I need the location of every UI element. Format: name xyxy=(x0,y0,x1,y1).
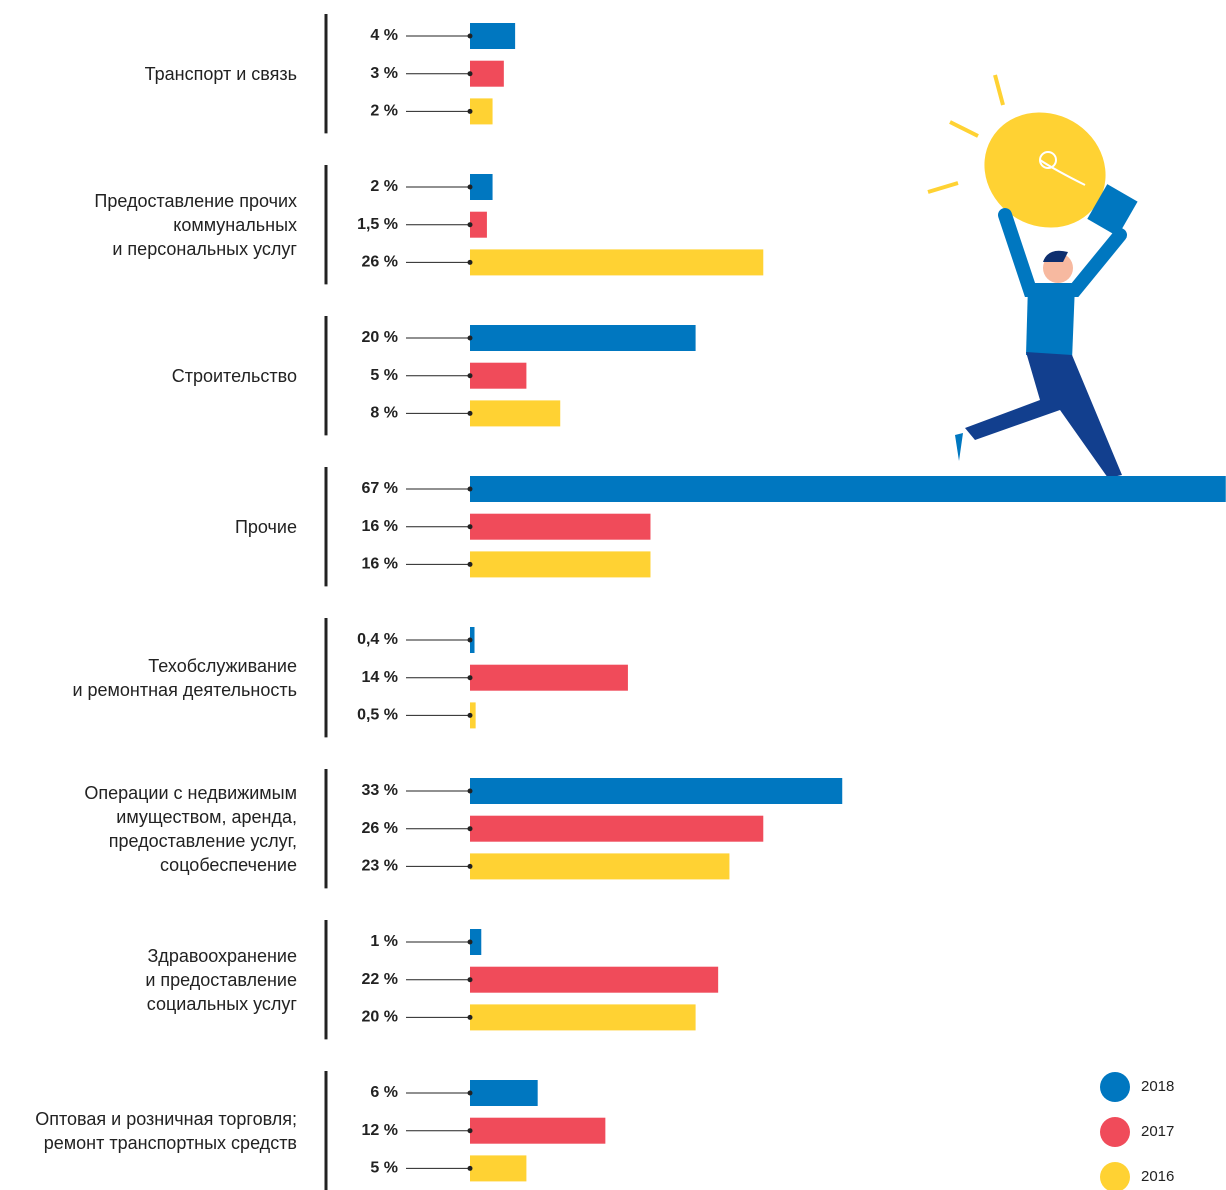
value-label: 3 % xyxy=(370,65,398,82)
value-label: 6 % xyxy=(370,1084,398,1101)
bar xyxy=(470,400,560,426)
bar xyxy=(470,551,650,577)
legend-swatch xyxy=(1100,1117,1130,1147)
leader-dot xyxy=(468,789,473,794)
value-label: 33 % xyxy=(362,782,398,799)
leader-dot xyxy=(468,336,473,341)
value-label: 5 % xyxy=(370,1160,398,1177)
bar xyxy=(470,665,628,691)
value-label: 26 % xyxy=(362,820,398,837)
leader-dot xyxy=(468,222,473,227)
leader-dot xyxy=(468,185,473,190)
leader-dot xyxy=(468,109,473,114)
leader-dot xyxy=(468,71,473,76)
value-label: 67 % xyxy=(362,480,398,497)
value-label: 4 % xyxy=(370,27,398,44)
value-label: 0,5 % xyxy=(357,707,398,724)
bar xyxy=(470,98,493,124)
bar xyxy=(470,249,763,275)
bar xyxy=(470,1080,538,1106)
value-label: 12 % xyxy=(362,1122,398,1139)
bar xyxy=(470,1004,696,1030)
value-label: 8 % xyxy=(370,405,398,422)
category-label: Строительство xyxy=(0,364,297,388)
leader-dot xyxy=(468,1166,473,1171)
leader-dot xyxy=(468,487,473,492)
leader-dot xyxy=(468,940,473,945)
leader-dot xyxy=(468,562,473,567)
legend-swatch xyxy=(1100,1162,1130,1190)
bar xyxy=(470,1155,526,1181)
leader-dot xyxy=(468,373,473,378)
value-label: 16 % xyxy=(362,518,398,535)
value-label: 16 % xyxy=(362,556,398,573)
legend-label: 2017 xyxy=(1141,1123,1174,1140)
value-label: 2 % xyxy=(370,103,398,120)
chart: 4 % 3 % 2 % 2 % 1,5 % 26 % 20 % 5 % 8 % 67 % 16 % 1… xyxy=(0,0,1226,1190)
leader-dot xyxy=(468,1128,473,1133)
bar xyxy=(470,514,650,540)
bar xyxy=(470,853,729,879)
bar xyxy=(470,212,487,238)
category-label: Техобслуживание и ремонтная деятельность xyxy=(0,654,297,702)
value-label: 14 % xyxy=(362,669,398,686)
value-label: 1 % xyxy=(370,933,398,950)
leader-dot xyxy=(468,411,473,416)
leader-dot xyxy=(468,713,473,718)
bar xyxy=(470,778,842,804)
value-label: 22 % xyxy=(362,971,398,988)
leader-dot xyxy=(468,675,473,680)
bar xyxy=(470,363,526,389)
legend-label: 2016 xyxy=(1141,1168,1174,1185)
value-label: 23 % xyxy=(362,858,398,875)
value-label: 0,4 % xyxy=(357,631,398,648)
bar xyxy=(470,174,493,200)
bar xyxy=(470,61,504,87)
bar xyxy=(470,967,718,993)
bar xyxy=(470,476,1226,502)
category-label: Здравоохранение и предоставление социаль… xyxy=(0,944,297,1016)
legend-label: 2018 xyxy=(1141,1078,1174,1095)
bar xyxy=(470,23,515,49)
value-label: 5 % xyxy=(370,367,398,384)
value-label: 2 % xyxy=(370,178,398,195)
value-label: 26 % xyxy=(362,254,398,271)
leader-dot xyxy=(468,34,473,39)
leader-dot xyxy=(468,1091,473,1096)
category-label: Оптовая и розничная торговля; ремонт тра… xyxy=(0,1107,297,1155)
leader-dot xyxy=(468,826,473,831)
category-label: Прочие xyxy=(0,515,297,539)
leader-dot xyxy=(468,977,473,982)
value-label: 20 % xyxy=(362,1009,398,1026)
category-label: Операции с недвижимым имуществом, аренда… xyxy=(0,781,297,877)
value-label: 20 % xyxy=(362,329,398,346)
leader-dot xyxy=(468,1015,473,1020)
value-label: 1,5 % xyxy=(357,216,398,233)
leader-dot xyxy=(468,260,473,265)
leader-dot xyxy=(468,524,473,529)
leader-dot xyxy=(468,638,473,643)
bar xyxy=(470,1118,605,1144)
category-label: Предоставление прочих коммунальных и пер… xyxy=(0,189,297,261)
category-label: Транспорт и связь xyxy=(0,62,297,86)
illustration xyxy=(920,75,1138,493)
legend-swatch xyxy=(1100,1072,1130,1102)
bar xyxy=(470,325,696,351)
bar xyxy=(470,816,763,842)
leader-dot xyxy=(468,864,473,869)
